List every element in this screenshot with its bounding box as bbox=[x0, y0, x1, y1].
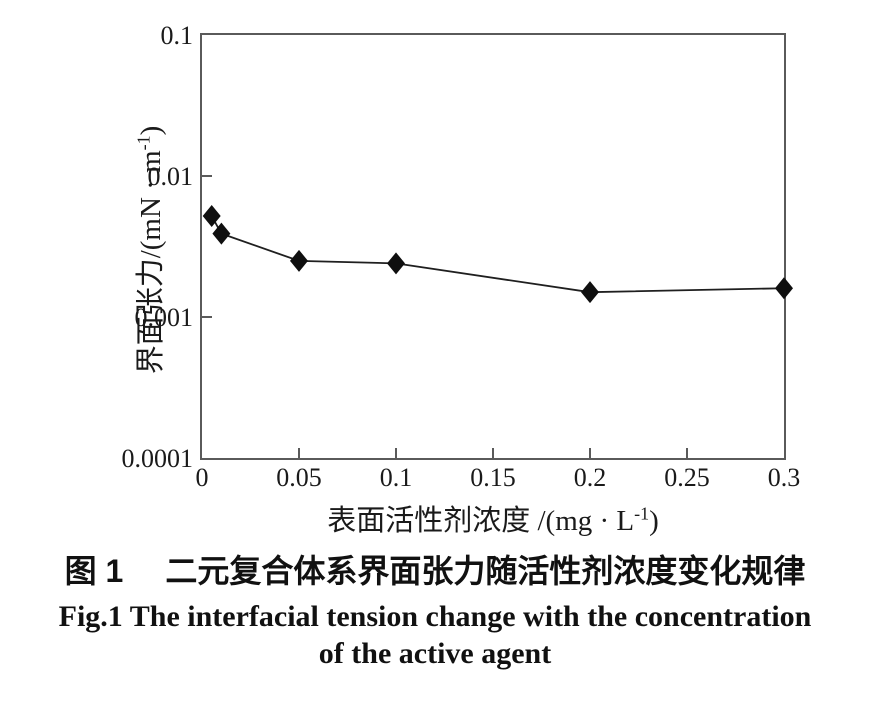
x-axis-unit-pre: /(mg · L bbox=[530, 505, 635, 537]
x-axis-unit-post: ) bbox=[649, 505, 659, 537]
data-point-diamond bbox=[202, 205, 221, 228]
data-point-diamond bbox=[387, 252, 405, 275]
figure-caption-zh: 图 1 二元复合体系界面张力随活性剂浓度变化规律 bbox=[0, 550, 870, 592]
x-axis-tick bbox=[395, 448, 397, 458]
x-axis-tick bbox=[589, 448, 591, 458]
y-axis-tick bbox=[202, 175, 212, 177]
x-axis-title: 表面活性剂浓度 /(mg · L-1) bbox=[202, 497, 784, 539]
figure-caption-zh-label: 图 1 bbox=[64, 553, 124, 589]
plot-area bbox=[200, 33, 793, 460]
figure-caption-en-line2: of the active agent bbox=[318, 637, 552, 670]
figure-caption-en: Fig.1 The interfacial tension change wit… bbox=[0, 598, 870, 672]
figure-caption-en-line1: Fig.1 The interfacial tension change wit… bbox=[58, 600, 812, 633]
x-tick-label: 0 bbox=[195, 463, 209, 492]
data-series-layer bbox=[202, 205, 793, 304]
data-point-diamond bbox=[290, 249, 308, 272]
x-axis-unit-sup: -1 bbox=[634, 503, 650, 524]
x-axis-tick bbox=[686, 448, 688, 458]
x-axis-title-text: 表面活性剂浓度 bbox=[327, 505, 531, 537]
y-tick-label: 0.1 bbox=[160, 21, 194, 50]
x-tick-label: 0.15 bbox=[470, 463, 516, 492]
x-tick-label: 0.25 bbox=[664, 463, 710, 492]
y-tick-label: 0.0001 bbox=[121, 444, 194, 473]
data-point-diamond bbox=[581, 281, 599, 304]
x-tick-label: 0.05 bbox=[276, 463, 322, 492]
figure-caption-zh-title: 二元复合体系界面张力随活性剂浓度变化规律 bbox=[165, 553, 806, 589]
x-tick-label: 0.1 bbox=[379, 463, 413, 492]
y-axis-unit-post: ) bbox=[135, 125, 167, 136]
data-point-diamond bbox=[212, 222, 231, 245]
y-axis-unit-sup: -1 bbox=[133, 135, 154, 151]
y-tick-label: 0.001 bbox=[134, 303, 194, 332]
x-tick-label: 0.3 bbox=[767, 463, 801, 492]
y-axis-title: 界面张力/(mN · m-1) bbox=[127, 85, 169, 415]
x-axis-tick bbox=[492, 448, 494, 458]
x-axis-tick bbox=[298, 448, 300, 458]
x-tick-label: 0.2 bbox=[573, 463, 607, 492]
y-tick-label: 0.01 bbox=[147, 162, 194, 191]
data-point-diamond bbox=[775, 277, 793, 300]
y-axis-tick bbox=[202, 316, 212, 318]
